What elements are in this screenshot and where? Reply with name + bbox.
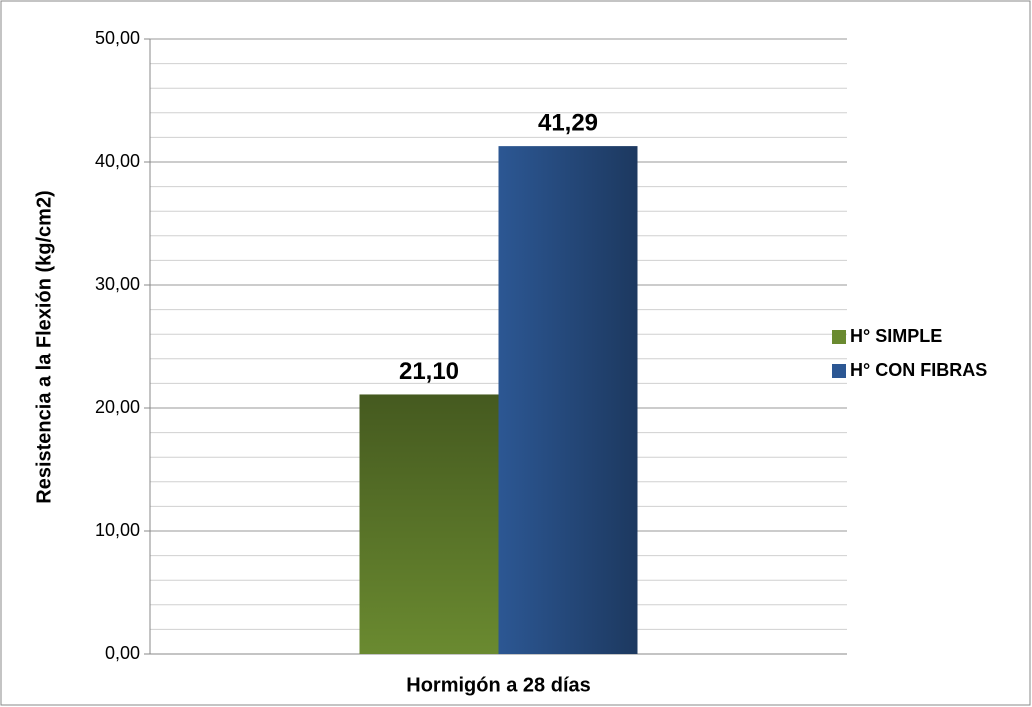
y-tick-label: 50,00 bbox=[95, 28, 140, 48]
x-tick-label: Hormigón a 28 días bbox=[406, 674, 591, 696]
y-tick-label: 0,00 bbox=[105, 643, 140, 663]
value-label: 21,10 bbox=[399, 358, 459, 385]
y-tick-label: 20,00 bbox=[95, 397, 140, 417]
bar-shade bbox=[359, 394, 499, 654]
legend-label: H° CON FIBRAS bbox=[850, 360, 987, 380]
value-label: 41,29 bbox=[538, 109, 598, 136]
legend-swatch bbox=[832, 330, 846, 344]
legend-label: H° SIMPLE bbox=[850, 326, 942, 346]
y-axis-label: Resistencia a la Flexión (kg/cm2) bbox=[33, 190, 55, 503]
bar-shade bbox=[498, 146, 638, 654]
legend-swatch bbox=[832, 364, 846, 378]
y-tick-label: 40,00 bbox=[95, 151, 140, 171]
y-tick-label: 30,00 bbox=[95, 274, 140, 294]
y-tick-label: 10,00 bbox=[95, 520, 140, 540]
